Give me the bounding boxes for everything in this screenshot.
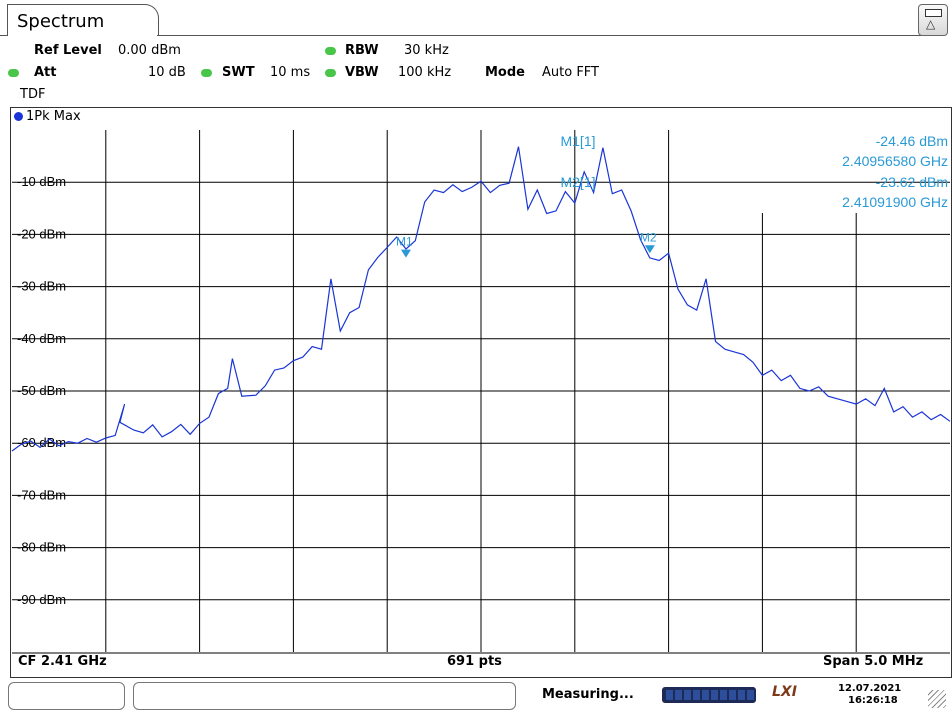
progress-segment: [693, 690, 700, 700]
progress-segment: [675, 690, 682, 700]
progress-segment: [711, 690, 718, 700]
window-layout-icon: [925, 9, 942, 17]
rbw-value: 30 kHz: [404, 43, 449, 58]
tab-spectrum[interactable]: Spectrum: [7, 4, 159, 36]
progress-segment: [720, 690, 727, 700]
marker-readout: -24.46 dBm: [876, 133, 948, 149]
ref-level-label: Ref Level: [34, 43, 102, 58]
progress-segment: [738, 690, 745, 700]
y-tick-label: -80 dBm: [17, 540, 66, 555]
progress-segment: [729, 690, 736, 700]
rbw-label: RBW: [345, 43, 379, 58]
swt-value: 10 ms: [270, 65, 311, 80]
vbw-value: 100 kHz: [398, 65, 452, 80]
swt-label: SWT: [222, 65, 255, 80]
att-indicator-icon: [8, 69, 19, 77]
tdf-label: TDF: [20, 87, 46, 102]
marker-label: M1: [396, 235, 413, 249]
tab-spectrum-label: Spectrum: [17, 11, 105, 32]
y-tick-label: -50 dBm: [17, 383, 66, 398]
y-tick-label: -20 dBm: [17, 226, 66, 241]
window-layout-button[interactable]: △: [918, 4, 948, 36]
marker-readout: M1[1]: [560, 133, 595, 149]
span-value: Span 5.0 MHz: [823, 654, 924, 669]
resize-grip-icon[interactable]: [928, 690, 946, 708]
mode-value: Auto FFT: [542, 65, 599, 80]
status-time: 16:26:18: [848, 695, 898, 706]
marker-readout: M2[1]: [560, 174, 595, 190]
marker-triangle-icon: [400, 249, 411, 258]
y-tick-label: -60 dBm: [17, 435, 66, 450]
marker-triangle-icon: [644, 245, 655, 254]
y-tick-label: -70 dBm: [17, 487, 66, 502]
y-tick-label: -30 dBm: [17, 279, 66, 294]
points-count: 691 pts: [447, 654, 502, 669]
ref-level-value: 0.00 dBm: [118, 43, 181, 58]
progress-segment: [702, 690, 709, 700]
progress-bar: [662, 687, 756, 703]
marker-readout: 2.40956580 GHz: [842, 153, 948, 169]
att-value: 10 dB: [148, 65, 186, 80]
status-field-left[interactable]: [8, 682, 125, 710]
tab-bar-line: [157, 35, 943, 36]
measuring-status: Measuring...: [542, 687, 634, 702]
status-date: 12.07.2021: [838, 683, 902, 694]
y-tick-label: -40 dBm: [17, 331, 66, 346]
trace-label: 1Pk Max: [26, 109, 81, 124]
y-tick-label: -10 dBm: [17, 174, 66, 189]
triangle-up-icon: △: [926, 17, 936, 31]
marker-readout: -23.62 dBm: [876, 174, 948, 190]
status-field-message[interactable]: [133, 682, 516, 710]
mode-label: Mode: [485, 65, 525, 80]
lxi-logo: LXI: [772, 684, 797, 700]
trace-indicator-icon: [14, 112, 23, 121]
center-frequency: CF 2.41 GHz: [18, 654, 107, 669]
att-label: Att: [34, 65, 57, 80]
progress-segment: [747, 690, 754, 700]
rbw-indicator-icon: [325, 47, 336, 55]
tab-bar-line: [0, 35, 8, 36]
progress-segment: [684, 690, 691, 700]
y-tick-label: -90 dBm: [17, 592, 66, 607]
spectrum-trace: [11, 146, 951, 452]
marker-readout: 2.41091900 GHz: [842, 194, 948, 210]
progress-segment: [666, 690, 673, 700]
swt-indicator-icon: [201, 69, 212, 77]
vbw-indicator-icon: [325, 69, 336, 77]
marker-label: M2: [640, 230, 657, 244]
vbw-label: VBW: [345, 65, 379, 80]
